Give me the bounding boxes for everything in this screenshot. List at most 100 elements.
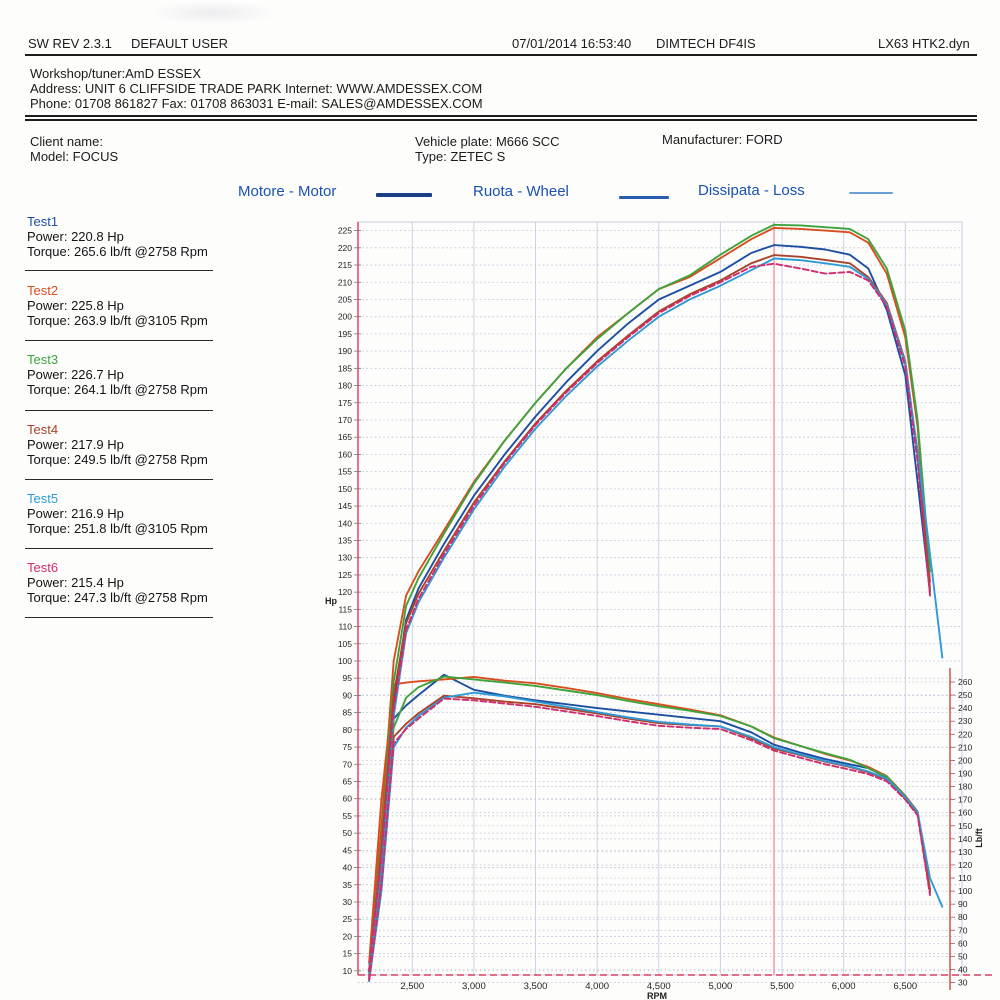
section-divider-top (25, 115, 977, 117)
hp-tick-label: 205 (338, 294, 352, 304)
test-name: Test3 (27, 352, 59, 367)
wheel-line-swatch (619, 196, 669, 199)
hp-tick-label: 115 (338, 604, 352, 614)
test-separator (25, 270, 213, 271)
rpm-tick-label: 3,500 (524, 981, 548, 992)
hp-tick-label: 35 (343, 880, 353, 890)
loss-line-swatch (849, 192, 893, 194)
rpm-tick-label: 5,000 (709, 981, 733, 992)
lbft-tick-label: 80 (958, 912, 968, 922)
lbft-tick-label: 110 (958, 873, 972, 883)
test-block[interactable]: Test4 Power: 217.9 Hp Torque: 249.5 lb/ft … (27, 422, 208, 467)
test-name: Test6 (27, 560, 59, 575)
lbft-tick-label: 250 (958, 690, 972, 700)
lbft-tick-label: 140 (958, 834, 972, 844)
hp-tick-label: 70 (343, 759, 353, 769)
hp-tick-label: 185 (338, 363, 352, 373)
test-block[interactable]: Test1 Power: 220.8 Hp Torque: 265.6 lb/ft … (27, 214, 208, 259)
lbft-tick-label: 50 (958, 951, 968, 961)
legend-item-motor[interactable]: Motore - Motor (238, 183, 337, 200)
motor-line-swatch (376, 193, 432, 197)
test-separator (25, 410, 213, 411)
test-torque: Torque: 251.8 lb/ft @3105 Rpm (27, 521, 208, 536)
hp-tick-label: 215 (338, 260, 352, 270)
test-power: Power: 215.4 Hp (27, 575, 124, 590)
test-name: Test1 (27, 214, 59, 229)
test-power: Power: 226.7 Hp (27, 367, 124, 382)
lbft-tick-label: 260 (958, 677, 972, 687)
hp-tick-label: 145 (338, 501, 352, 511)
lbft-tick-label: 200 (958, 755, 972, 765)
scan-noise (148, 1, 278, 25)
hp-tick-label: 20 (343, 931, 353, 941)
legend-item-wheel[interactable]: Ruota - Wheel (473, 183, 569, 200)
lbft-tick-label: 100 (958, 886, 972, 896)
test5-power-curve (368, 257, 944, 972)
test-separator (25, 548, 213, 549)
hp-tick-label: 180 (338, 381, 352, 391)
user-label: DEFAULT USER (131, 36, 229, 51)
legend-item-loss[interactable]: Dissipata - Loss (698, 182, 805, 199)
hp-tick-label: 225 (338, 226, 352, 236)
client-model: Model: FOCUS (30, 149, 119, 164)
test2-power-curve (368, 226, 931, 972)
hp-tick-label: 95 (343, 673, 353, 683)
device-label: DIMTECH DF4IS (656, 36, 756, 51)
hp-tick-label: 130 (338, 553, 352, 563)
lbft-tick-label: 130 (958, 847, 972, 857)
test-torque: Torque: 249.5 lb/ft @2758 Rpm (27, 452, 208, 467)
hp-axis-title: Hp (325, 596, 337, 606)
hp-tick-label: 120 (338, 587, 352, 597)
hp-tick-label: 170 (338, 415, 352, 425)
client-name-label: Client name: (30, 134, 103, 149)
hp-tick-label: 55 (343, 811, 353, 821)
test-separator (25, 617, 213, 618)
test6-torque-curve (368, 697, 931, 981)
hp-tick-label: 90 (343, 690, 353, 700)
workshop-address: Address: UNIT 6 CLIFFSIDE TRADE PARK Int… (30, 81, 483, 96)
hp-tick-label: 10 (343, 966, 353, 976)
sw-rev-label: SW REV 2.3.1 (28, 36, 112, 51)
workshop-tuner: Workshop/tuner:AmD ESSEX (30, 66, 201, 81)
lbft-tick-label: 190 (958, 768, 972, 778)
lbft-tick-label: 170 (958, 795, 972, 805)
hp-tick-label: 190 (338, 346, 352, 356)
lbft-tick-label: 160 (958, 808, 972, 818)
lbft-tick-label: 150 (958, 821, 972, 831)
lbft-tick-label: 210 (958, 742, 972, 752)
rpm-tick-label: 4,000 (585, 981, 609, 992)
vehicle-type: Type: ZETEC S (415, 149, 506, 164)
test-power: Power: 225.8 Hp (27, 298, 124, 313)
filename-label[interactable]: LX63 HTK2.dyn (878, 36, 970, 51)
test-block[interactable]: Test5 Power: 216.9 Hp Torque: 251.8 lb/ft … (27, 491, 208, 536)
hp-tick-label: 15 (343, 949, 353, 959)
hp-tick-label: 105 (338, 639, 352, 649)
hp-tick-label: 45 (343, 845, 353, 855)
lbft-tick-label: 40 (958, 965, 968, 975)
test-separator (25, 340, 213, 341)
lbft-tick-label: 70 (958, 925, 968, 935)
hp-tick-label: 165 (338, 432, 352, 442)
rpm-tick-label: 3,000 (462, 981, 486, 992)
lbft-tick-label: 230 (958, 716, 972, 726)
test-name: Test2 (27, 283, 59, 298)
hp-tick-label: 150 (338, 484, 352, 494)
lbft-tick-label: 120 (958, 860, 972, 870)
rpm-tick-label: 2,500 (400, 981, 424, 992)
test-block[interactable]: Test3 Power: 226.7 Hp Torque: 264.1 lb/ft … (27, 352, 208, 397)
test4-power-curve (368, 254, 931, 972)
test-torque: Torque: 264.1 lb/ft @2758 Rpm (27, 382, 208, 397)
lbft-tick-label: 60 (958, 938, 968, 948)
test-power: Power: 217.9 Hp (27, 437, 124, 452)
test-block[interactable]: Test6 Power: 215.4 Hp Torque: 247.3 lb/ft … (27, 560, 208, 605)
test-name: Test5 (27, 491, 59, 506)
test-torque: Torque: 247.3 lb/ft @2758 Rpm (27, 590, 208, 605)
manufacturer: Manufacturer: FORD (662, 132, 783, 147)
lbft-tick-label: 240 (958, 703, 972, 713)
test-block[interactable]: Test2 Power: 225.8 Hp Torque: 263.9 lb/ft … (27, 283, 208, 328)
rpm-tick-label: 6,000 (832, 981, 856, 992)
hp-tick-label: 200 (338, 312, 352, 322)
workshop-phone: Phone: 01708 861827 Fax: 01708 863031 E-… (30, 96, 483, 111)
